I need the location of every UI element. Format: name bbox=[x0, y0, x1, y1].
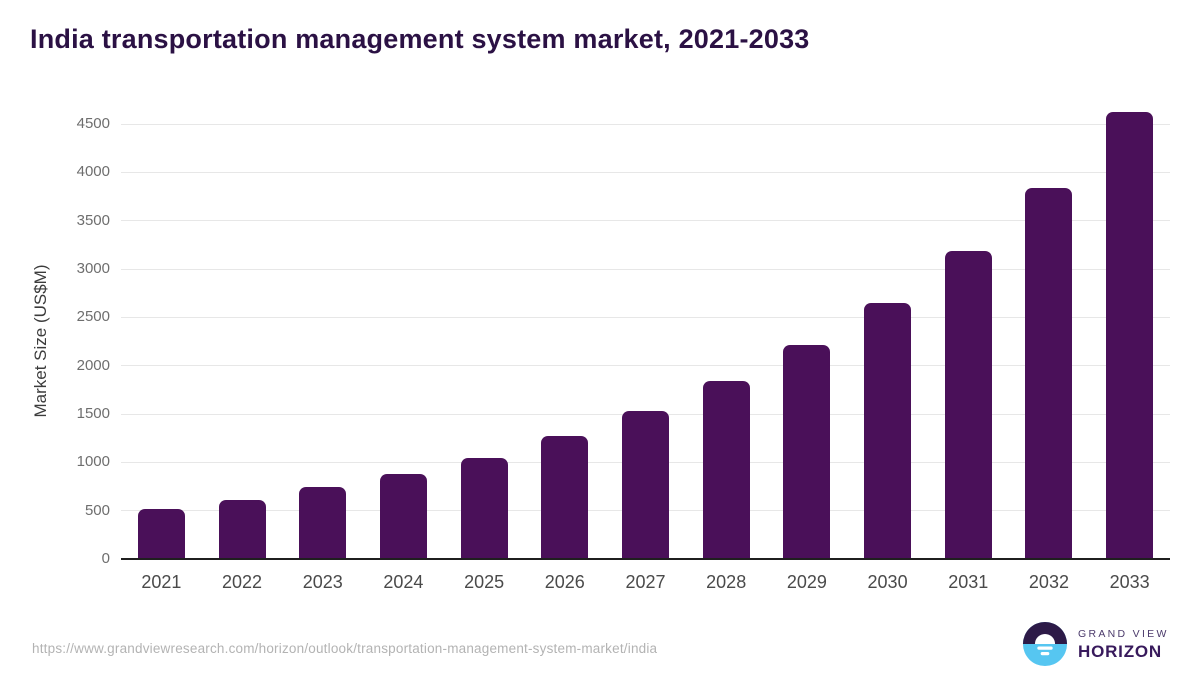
y-tick-label-3500: 3500 bbox=[76, 211, 110, 229]
x-tick-label-2027: 2027 bbox=[625, 572, 666, 592]
bar-2033 bbox=[1106, 111, 1154, 559]
x-tick-label-2029: 2029 bbox=[786, 572, 827, 592]
horizon-sun-icon bbox=[1022, 621, 1068, 667]
gridline-2500 bbox=[121, 316, 1170, 318]
y-tick-label-1500: 1500 bbox=[76, 405, 110, 422]
bar-2024 bbox=[379, 473, 427, 559]
y-tick-label-3000: 3000 bbox=[76, 260, 110, 277]
y-tick-label-4500: 4500 bbox=[76, 115, 110, 132]
bar-2027 bbox=[622, 410, 669, 559]
bar-2031 bbox=[944, 250, 992, 559]
bar-2025 bbox=[460, 457, 508, 559]
bar-2022 bbox=[218, 499, 266, 559]
logo-text-grand-view: GRAND VIEW bbox=[1078, 628, 1169, 640]
x-tick-label-2022: 2022 bbox=[222, 572, 263, 592]
gridline-3000 bbox=[121, 268, 1170, 270]
x-tick-label-2024: 2024 bbox=[383, 572, 424, 592]
gridline-2000 bbox=[121, 365, 1170, 367]
x-tick-label-2031: 2031 bbox=[948, 572, 989, 592]
chart-title: India transportation management system m… bbox=[30, 24, 810, 54]
y-tick-label-0: 0 bbox=[101, 550, 110, 567]
x-tick-label-2025: 2025 bbox=[464, 572, 505, 592]
gridline-3500 bbox=[121, 220, 1170, 222]
x-tick-label-2028: 2028 bbox=[706, 572, 747, 592]
x-tick-label-2030: 2030 bbox=[867, 572, 908, 592]
footer: https://www.grandviewresearch.com/horizo… bbox=[0, 612, 1200, 675]
gridline-4000 bbox=[121, 171, 1170, 173]
y-tick-label-500: 500 bbox=[84, 501, 110, 519]
bar-2026 bbox=[541, 435, 589, 559]
y-tick-label-1000: 1000 bbox=[76, 453, 110, 471]
x-tick-label-2032: 2032 bbox=[1028, 572, 1069, 592]
logo-text: GRAND VIEW HORIZON bbox=[1078, 628, 1169, 662]
bar-2029 bbox=[783, 345, 831, 559]
bar-2021 bbox=[137, 509, 185, 559]
x-tick-label-2021: 2021 bbox=[141, 572, 182, 592]
x-tick-label-2033: 2033 bbox=[1109, 572, 1150, 592]
x-axis-line bbox=[121, 558, 1170, 560]
bar-2028 bbox=[702, 381, 750, 559]
source-url: https://www.grandviewresearch.com/horizo… bbox=[32, 641, 658, 656]
x-tick-label-2023: 2023 bbox=[302, 572, 343, 592]
y-tick-label-2500: 2500 bbox=[76, 308, 110, 326]
logo-text-horizon: HORIZON bbox=[1078, 642, 1162, 661]
bar-2030 bbox=[864, 302, 912, 559]
bar-chart: Market Size (US$M) 0 500 1000 1500 2000 2500 3… bbox=[31, 111, 1170, 592]
gridline-4500 bbox=[121, 123, 1170, 125]
y-axis-title: Market Size (US$M) bbox=[31, 264, 50, 418]
y-tick-label-4000: 4000 bbox=[76, 163, 110, 181]
y-tick-label-2000: 2000 bbox=[76, 356, 110, 374]
x-tick-label-2026: 2026 bbox=[544, 572, 585, 592]
bar-2032 bbox=[1025, 188, 1073, 559]
grand-view-horizon-logo: GRAND VIEW HORIZON bbox=[1022, 621, 1182, 667]
bar-2023 bbox=[299, 487, 347, 559]
